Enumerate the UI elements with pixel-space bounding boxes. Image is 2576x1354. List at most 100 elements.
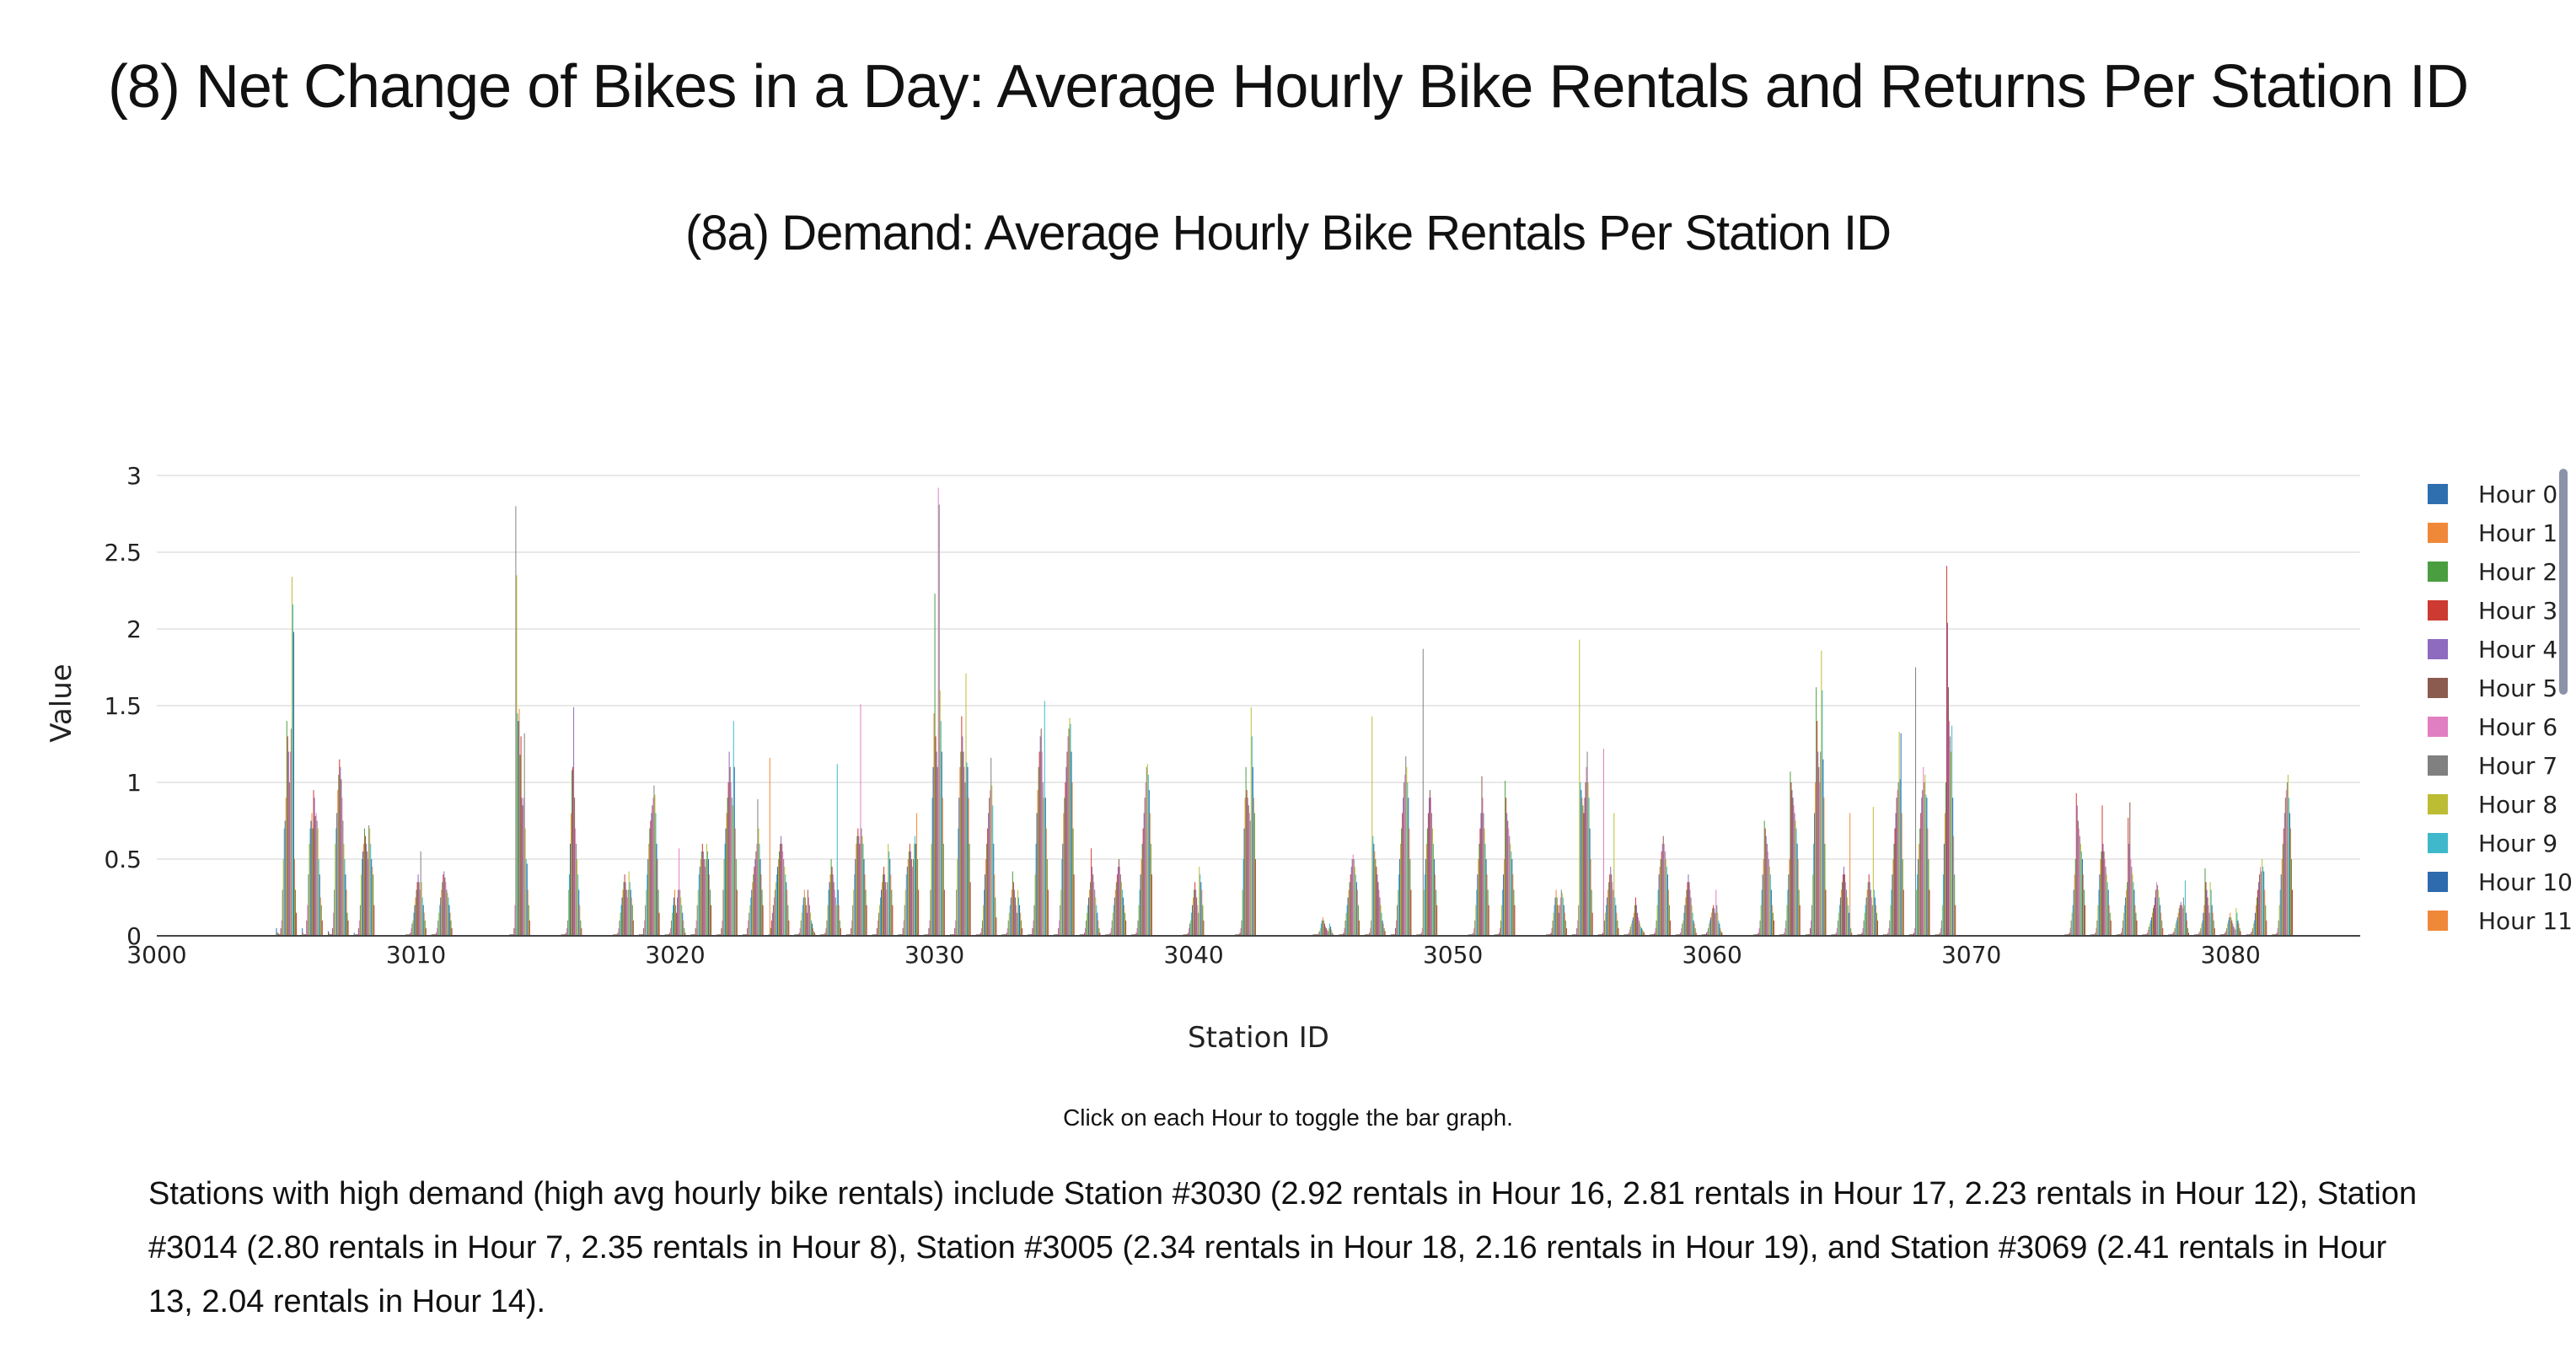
bar-station-3031-hour-11[interactable] <box>959 766 961 936</box>
bar-station-3030-hour-23[interactable] <box>943 889 945 936</box>
bar-station-3069-hour-7[interactable] <box>1940 920 1942 936</box>
bar-station-3062-hour-9[interactable] <box>1761 889 1763 936</box>
bar-station-3007-hour-19[interactable] <box>344 859 346 936</box>
bar-station-3081-hour-19[interactable] <box>2262 867 2264 936</box>
bar-station-3069-hour-8[interactable] <box>1941 905 1943 936</box>
bar-station-3029-hour-9[interactable] <box>905 874 907 936</box>
bar-station-3022-hour-21[interactable] <box>734 828 736 936</box>
bar-station-3048-hour-12[interactable] <box>1401 828 1403 936</box>
bar-station-3074-hour-22[interactable] <box>2083 889 2085 936</box>
bar-station-3027-hour-21[interactable] <box>864 874 866 936</box>
bar-station-3066-hour-6[interactable] <box>1862 927 1864 936</box>
bar-station-3063-hour-18[interactable] <box>1795 820 1796 937</box>
legend-item-hour-5[interactable]: Hour 5 <box>2428 674 2557 702</box>
bar-station-3054-hour-5[interactable] <box>1550 932 1552 936</box>
bar-station-3034-hour-22[interactable] <box>1046 859 1048 936</box>
bar-station-3058-hour-14[interactable] <box>1661 843 1663 936</box>
bar-station-3028-hour-22[interactable] <box>891 889 893 936</box>
bar-station-3027-hour-20[interactable] <box>863 859 865 936</box>
bar-station-3006-hour-14[interactable] <box>314 798 315 936</box>
bar-station-3034-hour-10[interactable] <box>1036 813 1038 936</box>
bar-station-3024-hour-10[interactable] <box>777 867 779 936</box>
bar-station-3056-hour-18[interactable] <box>1613 813 1615 936</box>
bar-station-3057-hour-9[interactable] <box>1631 920 1633 936</box>
bar-station-3065-hour-10[interactable] <box>1839 897 1841 937</box>
bar-station-3080-hour-9[interactable] <box>2228 920 2230 936</box>
bar-station-3075-hour-9[interactable] <box>2098 889 2100 936</box>
bar-station-3046-hour-9[interactable] <box>1346 905 1348 936</box>
bar-station-3052-hour-22[interactable] <box>1513 889 1515 936</box>
bar-station-3055-hour-22[interactable] <box>1591 889 1592 936</box>
bar-station-3025-hour-6[interactable] <box>799 927 801 936</box>
bar-station-3076-hour-6[interactable] <box>2122 927 2123 936</box>
bar-station-3062-hour-6[interactable] <box>1758 927 1760 936</box>
bar-station-3052-hour-16[interactable] <box>1508 828 1510 936</box>
bar-station-3037-hour-11[interactable] <box>1114 889 1116 936</box>
bar-station-3025-hour-12[interactable] <box>804 897 806 937</box>
bar-station-3008-hour-6[interactable] <box>358 920 360 936</box>
bar-station-3067-hour-13[interactable] <box>1894 828 1896 936</box>
bar-station-3032-hour-17[interactable] <box>990 757 992 936</box>
bar-station-3020-hour-14[interactable] <box>677 897 679 937</box>
bar-station-3025-hour-7[interactable] <box>800 920 802 936</box>
bar-station-3027-hour-12[interactable] <box>856 836 858 936</box>
bar-station-3057-hour-20[interactable] <box>1641 927 1643 936</box>
bar-station-3068-hour-8[interactable] <box>1916 889 1918 936</box>
bar-station-3069-hour-16[interactable] <box>1949 721 1951 936</box>
bar-station-3055-hour-17[interactable] <box>1586 751 1588 936</box>
bar-station-3068-hour-21[interactable] <box>1927 828 1929 936</box>
bar-station-3011-hour-18[interactable] <box>447 893 448 936</box>
bar-station-3020-hour-20[interactable] <box>682 912 684 936</box>
bar-station-3047-hour-11[interactable] <box>1374 851 1376 936</box>
bar-station-3038-hour-13[interactable] <box>1142 828 1144 936</box>
bar-station-3056-hour-5[interactable] <box>1602 932 1603 936</box>
bar-station-3010-hour-15[interactable] <box>418 882 420 936</box>
bar-station-3037-hour-16[interactable] <box>1119 867 1120 936</box>
bar-station-3055-hour-8[interactable] <box>1579 639 1580 936</box>
bar-station-3011-hour-20[interactable] <box>448 905 450 936</box>
bar-station-3060-hour-20[interactable] <box>1719 923 1720 936</box>
bar-station-3032-hour-5[interactable] <box>979 932 981 936</box>
bar-station-3024-hour-11[interactable] <box>778 859 780 936</box>
bar-station-3058-hour-9[interactable] <box>1657 889 1659 936</box>
bar-station-3028-hour-6[interactable] <box>877 920 878 936</box>
bar-station-3027-hour-13[interactable] <box>857 828 859 936</box>
bar-station-3036-hour-9[interactable] <box>1087 905 1089 936</box>
bar-station-3081-hour-21[interactable] <box>2264 889 2266 936</box>
bar-station-3047-hour-12[interactable] <box>1375 859 1377 936</box>
bar-station-3007-hour-7[interactable] <box>334 889 335 936</box>
bar-station-3069-hour-22[interactable] <box>1954 874 1956 936</box>
bar-station-3006-hour-15[interactable] <box>314 816 316 936</box>
bar-station-3034-hour-23[interactable] <box>1047 889 1049 936</box>
bar-station-3026-hour-19[interactable] <box>836 764 838 936</box>
bar-station-3007-hour-23[interactable] <box>347 920 349 936</box>
bar-station-3076-hour-22[interactable] <box>2135 912 2137 936</box>
bar-station-3079-hour-11[interactable] <box>2203 905 2205 936</box>
bar-station-3020-hour-6[interactable] <box>669 927 671 936</box>
bar-station-3023-hour-21[interactable] <box>760 874 762 936</box>
bar-station-3031-hour-12[interactable] <box>960 751 962 936</box>
bar-station-3030-hour-6[interactable] <box>929 920 931 936</box>
bar-station-3019-hour-22[interactable] <box>657 889 659 936</box>
bar-station-3064-hour-8[interactable] <box>1812 874 1814 936</box>
bar-station-3007-hour-12[interactable] <box>338 774 340 936</box>
bar-station-3021-hour-13[interactable] <box>701 843 703 936</box>
bar-station-3011-hour-22[interactable] <box>450 920 452 936</box>
bar-station-3007-hour-1[interactable] <box>328 932 330 936</box>
bar-station-3066-hour-7[interactable] <box>1863 920 1865 936</box>
bar-station-3052-hour-13[interactable] <box>1505 798 1507 936</box>
bar-station-3008-hour-13[interactable] <box>365 836 367 936</box>
bar-station-3016-hour-7[interactable] <box>566 920 568 936</box>
bar-station-3006-hour-9[interactable] <box>309 828 311 936</box>
bar-station-3018-hour-12[interactable] <box>623 882 625 936</box>
bar-station-3066-hour-19[interactable] <box>1873 889 1875 936</box>
bar-station-3066-hour-13[interactable] <box>1868 874 1870 936</box>
bar-station-3058-hour-15[interactable] <box>1662 836 1664 936</box>
bar-station-3069-hour-23[interactable] <box>1955 905 1956 936</box>
bar-station-3059-hour-8[interactable] <box>1682 920 1684 936</box>
bar-station-3079-hour-18[interactable] <box>2209 882 2211 936</box>
bar-station-3079-hour-21[interactable] <box>2212 912 2214 936</box>
bar-station-3021-hour-22[interactable] <box>710 889 711 936</box>
bar-station-3076-hour-9[interactable] <box>2124 905 2126 936</box>
bar-station-3008-hour-21[interactable] <box>372 867 373 936</box>
